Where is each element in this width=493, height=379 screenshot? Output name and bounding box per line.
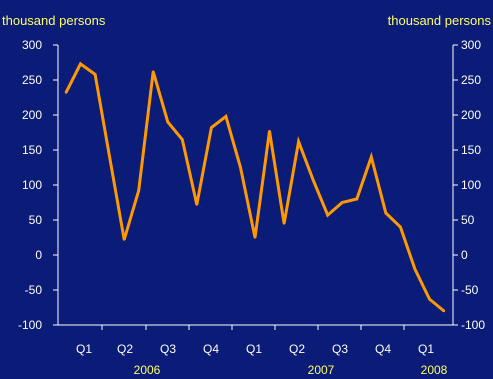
data-point <box>210 126 213 129</box>
y-tick-label-right: 300 <box>461 38 481 52</box>
data-point <box>224 115 228 118</box>
x-tick-label: Q2 <box>117 342 133 356</box>
x-tick-label: Q2 <box>289 342 305 356</box>
year-label: 2006 <box>134 363 161 377</box>
data-point <box>195 203 199 206</box>
x-tick-label: Q4 <box>375 342 391 356</box>
y-tick-label-left: -100 <box>18 318 42 332</box>
series-line <box>64 61 445 313</box>
data-point <box>355 197 358 201</box>
y-tick-label-right: 50 <box>461 213 475 227</box>
y-axis-label-right: thousand persons <box>388 13 492 28</box>
y-tick-label-right: 0 <box>461 248 468 262</box>
y-tick-label-left: 200 <box>22 108 42 122</box>
data-point <box>137 189 140 192</box>
data-point <box>413 267 417 271</box>
data-point <box>108 155 111 159</box>
y-tick-label-right: -50 <box>461 283 479 297</box>
y-tick-label-left: 150 <box>22 143 42 157</box>
data-point <box>297 140 300 143</box>
y-tick-label-left: 300 <box>22 38 42 52</box>
data-point <box>152 70 155 73</box>
x-tick-label: Q1 <box>76 342 92 356</box>
y-tick-label-left: 250 <box>22 73 42 87</box>
data-point <box>268 129 271 133</box>
x-tick-label: Q3 <box>332 342 348 356</box>
y-tick-label-right: 200 <box>461 108 481 122</box>
year-label: 2008 <box>421 363 448 377</box>
data-point <box>326 213 329 217</box>
x-tick-label: Q3 <box>160 342 176 356</box>
y-tick-label-left: 100 <box>22 178 42 192</box>
y-tick-label-left: 0 <box>35 248 42 262</box>
data-point <box>311 178 315 182</box>
y-tick-label-right: 250 <box>461 73 481 87</box>
y-axis-label-left: thousand persons <box>2 13 106 28</box>
data-point <box>93 73 97 76</box>
y-tick-label-right: 100 <box>461 178 481 192</box>
data-point <box>428 297 431 301</box>
data-point <box>370 155 373 159</box>
data-point <box>341 201 344 204</box>
data-point <box>442 309 446 313</box>
y-tick-label-right: 150 <box>461 143 481 157</box>
axes <box>57 45 454 326</box>
data-point <box>253 236 257 239</box>
data-point <box>384 211 388 215</box>
x-tick-label: Q1 <box>418 342 434 356</box>
y-tick-label-left: -50 <box>25 283 43 297</box>
data-point <box>399 225 402 229</box>
data-point <box>122 238 126 241</box>
x-ticks: Q1 Q2 Q3 Q4 Q1 Q2 Q3 Q4 Q1 <box>76 325 434 356</box>
data-point <box>79 62 82 66</box>
data-point <box>282 222 286 225</box>
y-ticks-left: 300 250 200 150 100 50 0 -50 -100 <box>18 38 58 332</box>
x-tick-label: Q4 <box>203 342 219 356</box>
data-point <box>239 166 242 169</box>
y-tick-label-right: -100 <box>461 318 485 332</box>
y-ticks-right: 300 250 200 150 100 50 0 -50 -100 <box>453 38 485 332</box>
y-tick-label-left: 50 <box>29 213 43 227</box>
data-point <box>181 138 184 141</box>
year-labels: 2006 2007 2008 <box>134 363 448 377</box>
data-point <box>166 120 169 124</box>
data-point <box>64 91 68 94</box>
year-label: 2007 <box>308 363 335 377</box>
x-tick-label: Q1 <box>246 342 262 356</box>
series-group <box>64 61 446 313</box>
